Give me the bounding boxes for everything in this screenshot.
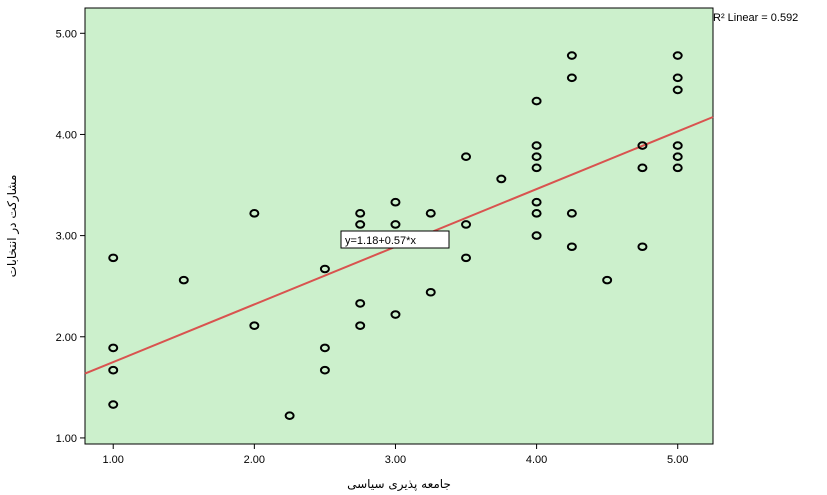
data-point [672, 73, 683, 83]
data-point [531, 197, 542, 207]
data-point [319, 365, 330, 375]
data-point [496, 174, 507, 184]
equation-label: y=1.18+0.57*x [345, 235, 416, 247]
y-axis-title: مشارکت در انتخابات [5, 175, 20, 278]
data-point [602, 275, 613, 285]
data-point [531, 209, 542, 218]
data-point [531, 231, 542, 240]
data-point [531, 96, 542, 106]
data-point [249, 321, 260, 330]
data-point [461, 152, 472, 162]
data-point [672, 51, 683, 60]
data-point [108, 343, 119, 353]
data-point [566, 209, 577, 218]
data-point [355, 209, 366, 218]
data-point [531, 141, 542, 150]
x-axis-title: جامعه پذیری سیاسی [347, 477, 451, 492]
data-point [355, 299, 366, 308]
data-point [461, 253, 472, 263]
x-tick-label: 4.00 [526, 454, 547, 466]
data-point [319, 343, 330, 353]
x-tick-label: 5.00 [667, 454, 688, 466]
x-tick-label: 3.00 [385, 454, 406, 466]
data-point [672, 163, 683, 173]
data-point [461, 220, 472, 229]
data-point [249, 209, 260, 218]
data-point [637, 242, 648, 252]
y-tick-label: 1.00 [56, 433, 77, 445]
data-point [566, 51, 577, 60]
equation-label-box [340, 230, 450, 249]
data-point [425, 209, 436, 218]
data-point [637, 163, 648, 173]
data-point [531, 152, 542, 162]
y-tick-label: 2.00 [56, 332, 77, 344]
data-point [108, 400, 119, 409]
y-tick-label: 3.00 [56, 231, 77, 243]
data-point [672, 152, 683, 162]
data-point [531, 163, 542, 173]
data-point [355, 321, 366, 330]
data-point [566, 73, 577, 83]
data-point [637, 141, 648, 150]
data-point [425, 287, 436, 297]
data-point [672, 85, 683, 95]
data-point [178, 275, 189, 285]
data-point [390, 197, 401, 207]
data-point [566, 242, 577, 252]
data-point [284, 411, 295, 420]
x-tick-label: 2.00 [244, 454, 265, 466]
y-tick-label: 4.00 [56, 129, 77, 141]
data-point [672, 141, 683, 150]
r2-label: R² Linear = 0.592 [713, 12, 798, 24]
data-point [390, 310, 401, 319]
x-tick-label: 1.00 [103, 454, 124, 466]
data-point [108, 253, 119, 263]
data-point [319, 264, 330, 274]
data-point [390, 220, 401, 229]
y-tick-label: 5.00 [56, 28, 77, 40]
data-point [108, 365, 119, 375]
data-point [355, 220, 366, 229]
